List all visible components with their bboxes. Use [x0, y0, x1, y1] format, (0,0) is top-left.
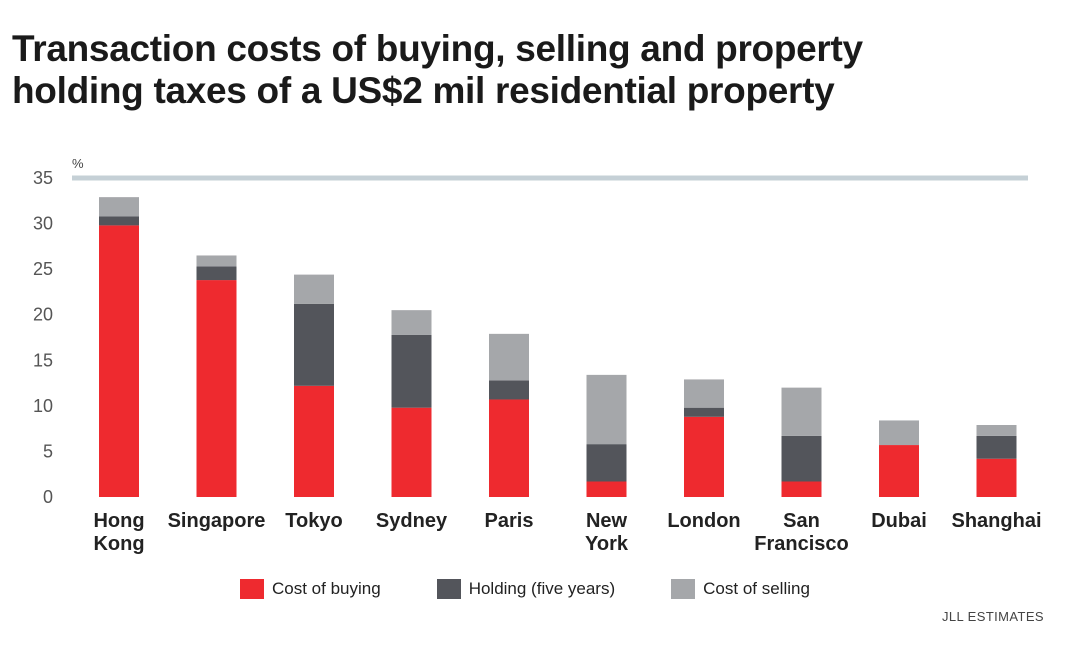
bar-segment-selling — [294, 274, 334, 304]
x-category-label: Shanghai — [951, 510, 1041, 532]
chart-title: Transaction costs of buying, selling and… — [12, 28, 1052, 112]
x-category-label-line: Kong — [93, 533, 144, 555]
bar-segment-buying — [586, 481, 627, 497]
bar-segment-holding — [489, 380, 529, 400]
x-category-label: London — [667, 510, 740, 532]
legend-item-selling: Cost of selling — [671, 579, 810, 599]
bar-segment-buying — [391, 407, 432, 497]
y-tick-label: 5 — [43, 441, 53, 461]
y-tick-label: 0 — [43, 487, 53, 507]
x-category-label-line: Paris — [485, 510, 534, 532]
bar-segment-selling — [781, 387, 822, 436]
bar-segment-holding — [294, 303, 334, 386]
x-category-label-line: Singapore — [168, 510, 266, 532]
x-category-label-line: Hong — [93, 510, 144, 532]
bar-segment-buying — [196, 280, 237, 497]
x-category-label-line: London — [667, 510, 740, 532]
bars — [99, 197, 1017, 497]
legend: Cost of buying Holding (five years) Cost… — [240, 578, 866, 600]
x-category-label: Sydney — [376, 510, 448, 532]
bar-segment-selling — [391, 310, 432, 335]
legend-swatch-buying — [240, 579, 264, 599]
bar-segment-holding — [196, 266, 237, 281]
bar-segment-selling — [489, 333, 529, 381]
bar-segment-selling — [99, 197, 139, 217]
y-tick-label: 25 — [33, 259, 53, 279]
y-tick-label: 20 — [33, 305, 53, 325]
legend-item-holding: Holding (five years) — [436, 579, 616, 599]
bar-segment-holding — [586, 444, 627, 482]
bar-segment-holding — [684, 407, 724, 417]
x-category-label: Singapore — [168, 510, 266, 532]
x-category-label-line: York — [585, 533, 629, 555]
x-category-label-line: Tokyo — [285, 510, 342, 532]
y-axis: % 0 5 10 15 20 25 30 35 — [33, 156, 1028, 507]
bar-segment-selling — [684, 379, 724, 408]
bar-segment-buying — [879, 445, 919, 497]
y-tick-label: 35 — [33, 168, 53, 188]
x-category-label: Paris — [485, 510, 534, 532]
source-note: JLL ESTIMATES — [941, 609, 1044, 624]
bar-segment-selling — [196, 255, 237, 267]
title-line-1: Transaction costs of buying, selling and… — [12, 28, 863, 69]
legend-label-holding: Holding (five years) — [468, 579, 616, 598]
bar-segment-selling — [879, 420, 919, 446]
x-category-label-line: Francisco — [754, 533, 848, 555]
y-tick-label: 30 — [33, 214, 53, 234]
bar-segment-holding — [781, 435, 822, 482]
x-category-label-line: Dubai — [871, 510, 927, 532]
x-category-label: Dubai — [871, 510, 927, 532]
y-tick-label: 15 — [33, 350, 53, 370]
legend-label-selling: Cost of selling — [703, 579, 810, 598]
x-category-label-line: Sydney — [376, 510, 448, 532]
bar-segment-buying — [976, 458, 1017, 497]
y-axis-unit-label: % — [72, 156, 84, 171]
legend-swatch-holding — [436, 579, 461, 599]
legend-swatch-selling — [671, 579, 696, 599]
bar-segment-selling — [586, 374, 627, 445]
bar-segment-holding — [99, 216, 139, 226]
x-category-label-line: New — [586, 510, 628, 532]
legend-label-buying: Cost of buying — [272, 579, 381, 598]
bar-segment-selling — [976, 424, 1017, 436]
bar-segment-buying — [99, 225, 139, 497]
bar-segment-holding — [976, 435, 1017, 459]
bar-segment-holding — [391, 334, 432, 408]
x-category-label-line: San — [783, 510, 820, 532]
x-category-label: New York — [585, 510, 629, 555]
bar-segment-buying — [489, 399, 529, 497]
x-category-label: Hong Kong — [93, 510, 144, 555]
bar-segment-buying — [684, 416, 724, 497]
y-tick-label: 10 — [33, 396, 53, 416]
x-category-label-line: Shanghai — [951, 510, 1041, 532]
bar-segment-buying — [294, 385, 334, 497]
bar-segment-buying — [781, 481, 822, 497]
legend-item-buying: Cost of buying — [240, 579, 381, 599]
x-category-label: Tokyo — [285, 510, 342, 532]
x-category-label: San Francisco — [754, 510, 848, 555]
category-labels: Hong Kong Singapore Tokyo Sydney Paris New York… — [93, 510, 1041, 555]
title-line-2: holding taxes of a US$2 mil residential … — [12, 70, 835, 111]
